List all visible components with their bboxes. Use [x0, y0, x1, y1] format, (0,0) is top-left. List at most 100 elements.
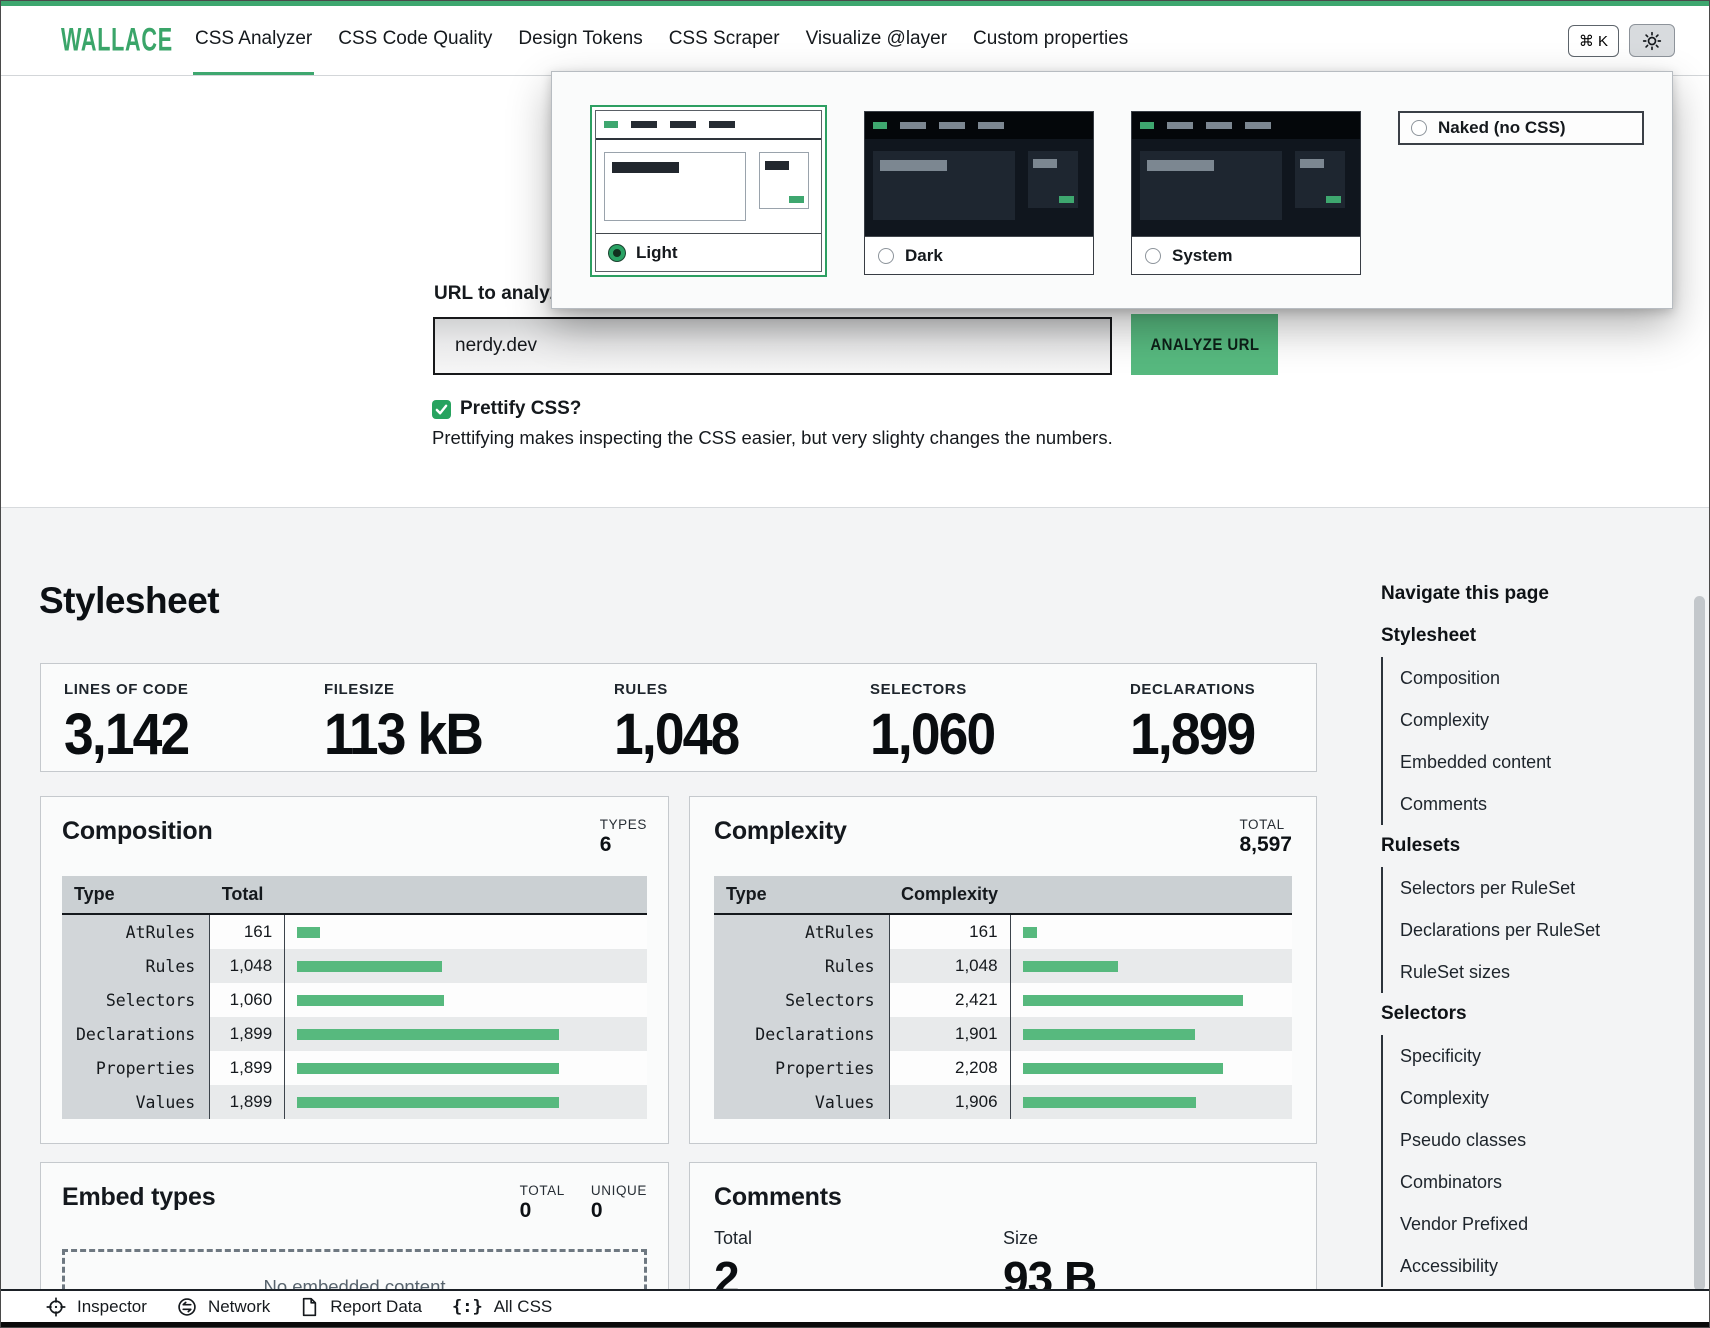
page-nav-item-selectors-per-ruleset[interactable]: Selectors per RuleSet: [1400, 867, 1681, 909]
wallace-logo[interactable]: WALLACE: [61, 22, 156, 59]
theme-preview-light: Light: [595, 110, 822, 272]
value-bar: [297, 961, 442, 972]
page-nav-title: Navigate this page: [1381, 573, 1681, 615]
stat-filesize: FILESIZE 113 kB: [324, 681, 614, 771]
table-row-declarations: Declarations 1,901: [714, 1017, 1292, 1051]
table-row-rules: Rules 1,048: [62, 949, 647, 983]
nav-item-css-analyzer[interactable]: CSS Analyzer: [193, 6, 314, 75]
page-nav-item-accessibility[interactable]: Accessibility: [1400, 1245, 1681, 1287]
stat-selectors: SELECTORS 1,060: [870, 681, 1130, 771]
check-icon: [435, 403, 448, 416]
url-input[interactable]: [433, 317, 1112, 375]
prettify-label: Prettify CSS?: [460, 398, 581, 420]
embed-empty-box: No embedded content: [62, 1249, 647, 1293]
toolbar-item-network[interactable]: Network: [177, 1297, 270, 1317]
page-nav-item-composition[interactable]: Composition: [1400, 657, 1681, 699]
complexity-card: Complexity TOTAL8,597 TypeComplexity AtR…: [689, 796, 1317, 1144]
page-nav-item-vendor-prefixed[interactable]: Vendor Prefixed: [1400, 1203, 1681, 1245]
prettify-row: Prettify CSS?: [432, 398, 581, 420]
nav-item-css-scraper[interactable]: CSS Scraper: [667, 6, 782, 75]
value-bar: [1023, 995, 1243, 1006]
page-nav-item-complexity[interactable]: Complexity: [1400, 1077, 1681, 1119]
theme-preview-system: System: [1131, 111, 1361, 275]
complexity-meta: TOTAL8,597: [1239, 817, 1292, 857]
table-row-rules: Rules 1,048: [714, 949, 1292, 983]
network-transfer-icon: [177, 1297, 197, 1317]
page-nav-item-comments[interactable]: Comments: [1400, 783, 1681, 825]
meta-total: TOTAL8,597: [1239, 817, 1292, 857]
theme-radio-system[interactable]: [1145, 248, 1161, 264]
command-palette-button[interactable]: ⌘ K: [1568, 25, 1619, 57]
composition-card: Composition TYPES6 TypeTotal AtRules 161…: [40, 796, 669, 1144]
complexity-table: TypeComplexity AtRules 161 Rules 1,048 S…: [714, 876, 1292, 1119]
wallace-app-window: WALLACE CSS Analyzer CSS Code Quality Desi…: [0, 0, 1710, 1328]
page-nav-section-stylesheet: Stylesheet CompositionComplexityEmbedded…: [1381, 615, 1681, 825]
value-bar: [297, 1063, 559, 1074]
prettify-checkbox[interactable]: [432, 400, 451, 419]
theme-option-naked-no-css[interactable]: Naked (no CSS): [1398, 111, 1644, 145]
meta-unique: UNIQUE0: [591, 1183, 647, 1223]
embed-types-meta: TOTAL0 UNIQUE0: [520, 1183, 647, 1223]
value-bar: [1023, 961, 1118, 972]
toolbar-item-report-data[interactable]: Report Data: [300, 1297, 422, 1317]
comments-title: Comments: [714, 1183, 842, 1212]
nav-item-css-code-quality[interactable]: CSS Code Quality: [336, 6, 494, 75]
table-row-properties: Properties 2,208: [714, 1051, 1292, 1085]
value-bar: [1023, 1063, 1224, 1074]
table-row-atrules: AtRules 161: [714, 914, 1292, 949]
table-row-properties: Properties 1,899: [62, 1051, 647, 1085]
composition-title: Composition: [62, 817, 213, 846]
value-bar: [1023, 1029, 1196, 1040]
page-nav-item-ruleset-sizes[interactable]: RuleSet sizes: [1400, 951, 1681, 993]
page-nav-section-rulesets: Rulesets Selectors per RuleSetDeclaratio…: [1381, 825, 1681, 993]
table-row-atrules: AtRules 161: [62, 914, 647, 949]
page-nav-item-pseudo-classes[interactable]: Pseudo classes: [1400, 1119, 1681, 1161]
page-nav-sidebar: Navigate this page Stylesheet Compositio…: [1381, 573, 1681, 1287]
inspector-crosshair-icon: [46, 1297, 66, 1317]
page-nav-item-specificity[interactable]: Specificity: [1400, 1035, 1681, 1077]
stylesheet-heading: Stylesheet: [39, 580, 219, 622]
value-bar: [1023, 1097, 1196, 1108]
page-nav-item-embedded-content[interactable]: Embedded content: [1400, 741, 1681, 783]
page-nav-item-complexity[interactable]: Complexity: [1400, 699, 1681, 741]
toolbar-item-inspector[interactable]: Inspector: [46, 1297, 147, 1317]
theme-radio-light[interactable]: [609, 245, 625, 261]
table-row-selectors: Selectors 2,421: [714, 983, 1292, 1017]
theme-option-system[interactable]: System: [1131, 111, 1361, 275]
value-bar: [1023, 927, 1038, 938]
page-nav-item-combinators[interactable]: Combinators: [1400, 1161, 1681, 1203]
theme-radio-naked-no-css[interactable]: [1411, 120, 1427, 136]
value-bar: [297, 1029, 559, 1040]
value-bar: [297, 995, 443, 1006]
page-scrollbar[interactable]: [1694, 596, 1705, 1291]
theme-popover: Light Dark System Naked (no CSS): [551, 71, 1673, 309]
report-document-icon: [300, 1297, 319, 1317]
stat-rules: RULES 1,048: [614, 681, 870, 771]
composition-table: TypeTotal AtRules 161 Rules 1,048 Select…: [62, 876, 647, 1119]
table-row-declarations: Declarations 1,899: [62, 1017, 647, 1051]
theme-toggle-button[interactable]: [1629, 24, 1675, 57]
comments-card: Comments Total2 Size93 B: [689, 1162, 1317, 1293]
stat-declarations: DECLARATIONS 1,899: [1130, 681, 1316, 771]
theme-radio-dark[interactable]: [878, 248, 894, 264]
window-bottom-edge: [1, 1322, 1709, 1327]
nav-item-design-tokens[interactable]: Design Tokens: [516, 6, 644, 75]
value-bar: [297, 1097, 559, 1108]
page-nav-item-declarations-per-ruleset[interactable]: Declarations per RuleSet: [1400, 909, 1681, 951]
analyze-url-button[interactable]: ANALYZE URL: [1131, 314, 1278, 375]
stylesheet-stats-card: LINES OF CODE 3,142 FILESIZE 113 kB RULE…: [40, 663, 1317, 772]
header-controls: ⌘ K: [1568, 6, 1675, 75]
table-row-values: Values 1,906: [714, 1085, 1292, 1119]
bottom-toolbar: Inspector Network Report Data {:}: [1, 1289, 1709, 1322]
header: WALLACE CSS Analyzer CSS Code Quality Desi…: [1, 6, 1709, 76]
nav-item-visualize-layer[interactable]: Visualize @layer: [804, 6, 949, 75]
sun-icon: [1642, 31, 1662, 51]
comments-stats: Total2 Size93 B: [714, 1228, 1292, 1293]
composition-meta: TYPES6: [600, 817, 647, 857]
toolbar-item-all-css[interactable]: {:} All CSS: [452, 1297, 552, 1317]
css-braces-icon: {:}: [452, 1297, 483, 1317]
nav-item-custom-properties[interactable]: Custom properties: [971, 6, 1130, 75]
theme-option-dark[interactable]: Dark: [864, 111, 1094, 275]
theme-option-light[interactable]: Light: [590, 105, 827, 277]
results-section: Stylesheet LINES OF CODE 3,142 FILESIZE …: [1, 507, 1709, 1293]
